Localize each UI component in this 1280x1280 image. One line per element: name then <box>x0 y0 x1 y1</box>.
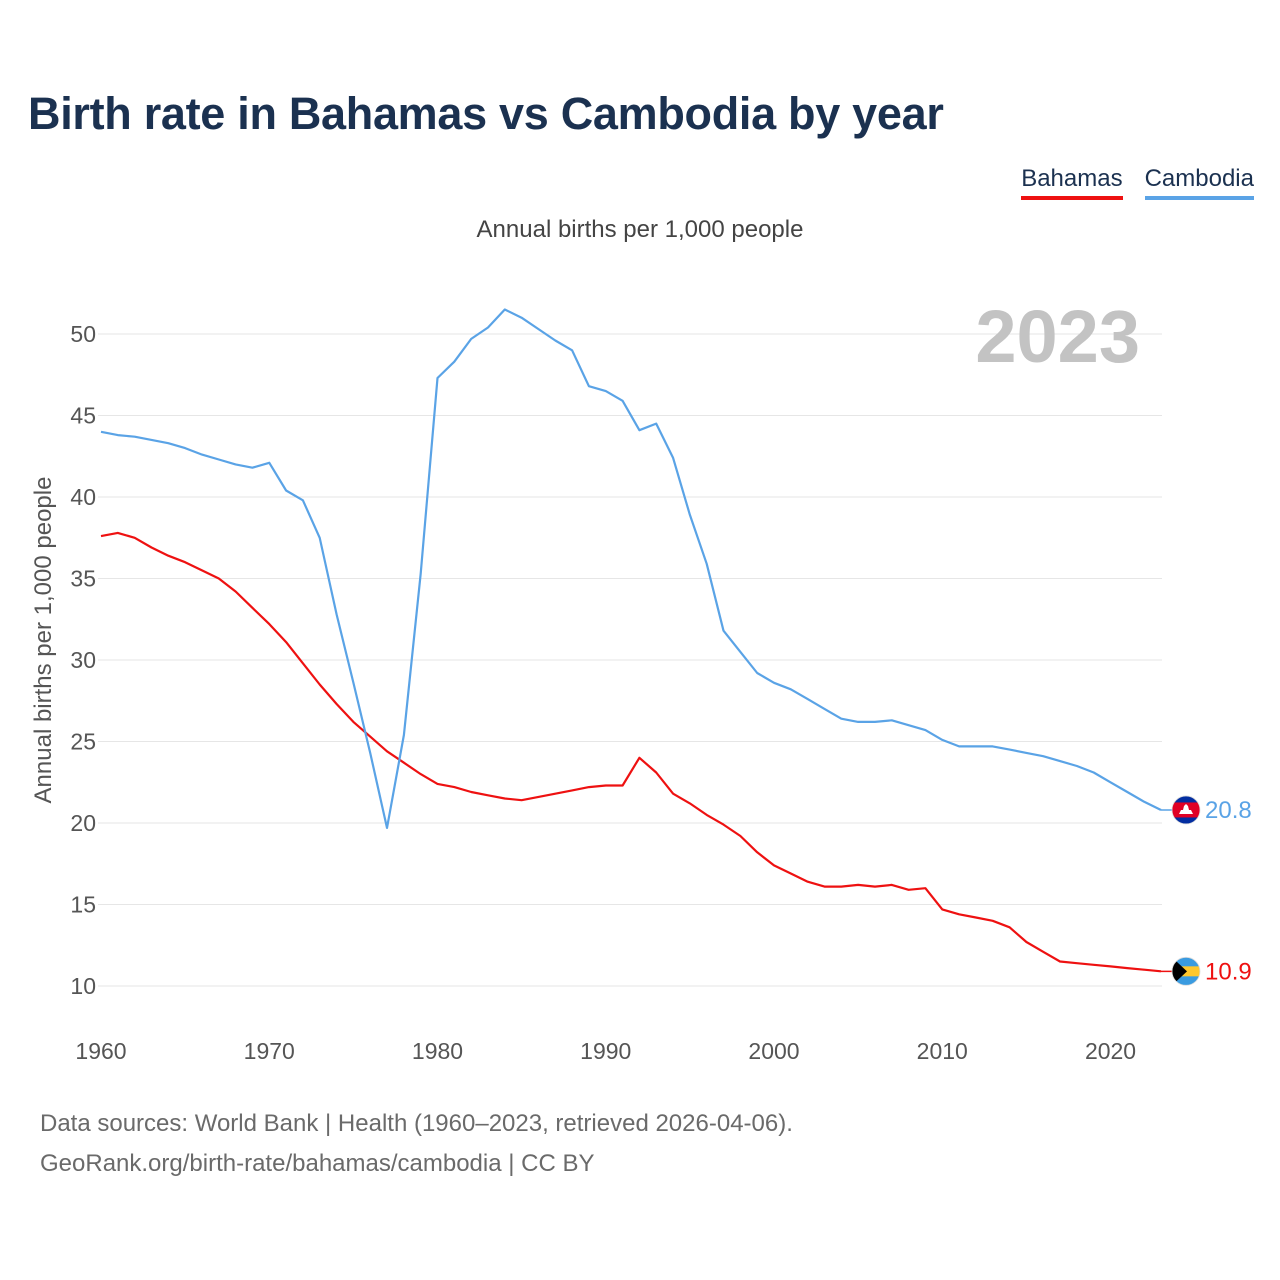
data-sources-text: Data sources: World Bank | Health (1960–… <box>40 1110 793 1137</box>
y-tick-label: 35 <box>70 566 96 592</box>
x-tick-label: 1980 <box>412 1038 463 1064</box>
y-axis-label: Annual births per 1,000 people <box>30 477 57 804</box>
y-tick-label: 20 <box>70 810 96 836</box>
x-tick-label: 1970 <box>244 1038 295 1064</box>
x-tick-label: 2020 <box>1085 1038 1136 1064</box>
series-line-bahamas <box>100 531 1162 973</box>
y-tick-label: 25 <box>70 729 96 755</box>
legend: Bahamas Cambodia <box>1021 164 1254 200</box>
y-tick-label: 10 <box>70 973 96 999</box>
grid-lines <box>98 333 1162 987</box>
x-tick-label: 1960 <box>75 1038 126 1064</box>
chart-subtitle: Annual births per 1,000 people <box>476 216 804 243</box>
y-tick-label: 45 <box>70 403 96 429</box>
end-label-cambodia: 20.8 <box>1205 797 1252 824</box>
source-url-text: GeoRank.org/birth-rate/bahamas/cambodia … <box>40 1150 595 1177</box>
end-label-bahamas: 10.9 <box>1205 958 1252 985</box>
x-tick-label: 1990 <box>580 1038 631 1064</box>
page-title: Birth rate in Bahamas vs Cambodia by yea… <box>28 88 944 139</box>
x-tick-label: 2010 <box>917 1038 968 1064</box>
year-overlay: 2023 <box>975 295 1140 378</box>
legend-item-cambodia[interactable]: Cambodia <box>1144 164 1254 200</box>
legend-item-bahamas[interactable]: Bahamas <box>1021 164 1123 200</box>
y-tick-label: 15 <box>70 892 96 918</box>
y-tick-label: 50 <box>70 321 96 347</box>
cambodia-flag-icon <box>1171 795 1201 825</box>
bahamas-flag-icon <box>1171 956 1201 986</box>
end-labels: 20.8 10.9 <box>1171 795 1252 986</box>
x-axis: 1960 1970 1980 1990 2000 2010 2020 <box>75 1038 1136 1064</box>
series <box>100 308 1186 973</box>
x-tick-label: 2000 <box>748 1038 799 1064</box>
y-axis: 10 15 20 25 30 35 40 45 50 <box>70 321 96 999</box>
series-line-cambodia <box>100 308 1162 830</box>
footer: Data sources: World Bank | Health (1960–… <box>40 1104 793 1184</box>
y-tick-label: 40 <box>70 484 96 510</box>
y-tick-label: 30 <box>70 647 96 673</box>
